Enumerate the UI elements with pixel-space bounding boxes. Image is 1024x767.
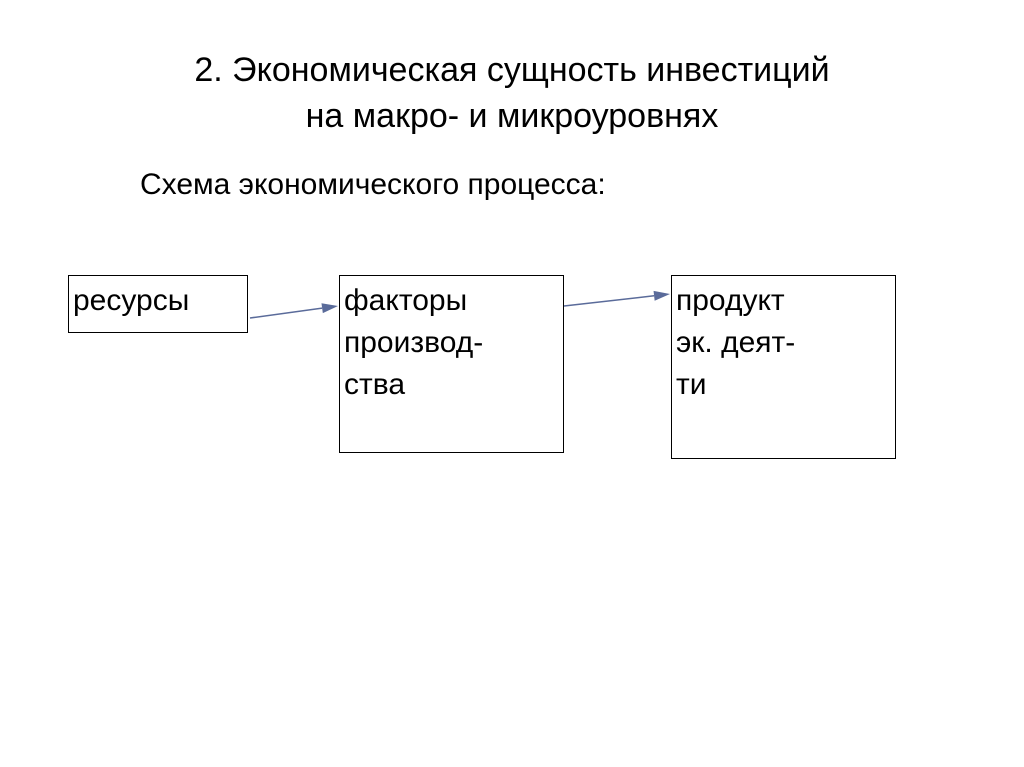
flow-node-label: факторы bbox=[344, 280, 563, 322]
flowchart-diagram: ресурсы факторыпроизвод- ства продуктэк. д… bbox=[0, 0, 1024, 767]
flow-node-resources: ресурсы bbox=[68, 275, 248, 333]
flow-node-label: продукт bbox=[676, 280, 895, 322]
flow-node-label: ресурсы bbox=[73, 280, 247, 322]
flow-arrow bbox=[544, 274, 690, 326]
flow-node-label: производ- bbox=[344, 322, 563, 364]
flow-node-label: эк. деят- bbox=[676, 322, 895, 364]
flow-node-label: ства bbox=[344, 364, 563, 406]
flow-node-label: ти bbox=[676, 364, 895, 406]
flow-node-factors: факторыпроизвод- ства bbox=[339, 275, 564, 453]
flow-node-product: продуктэк. деят- ти bbox=[671, 275, 896, 459]
